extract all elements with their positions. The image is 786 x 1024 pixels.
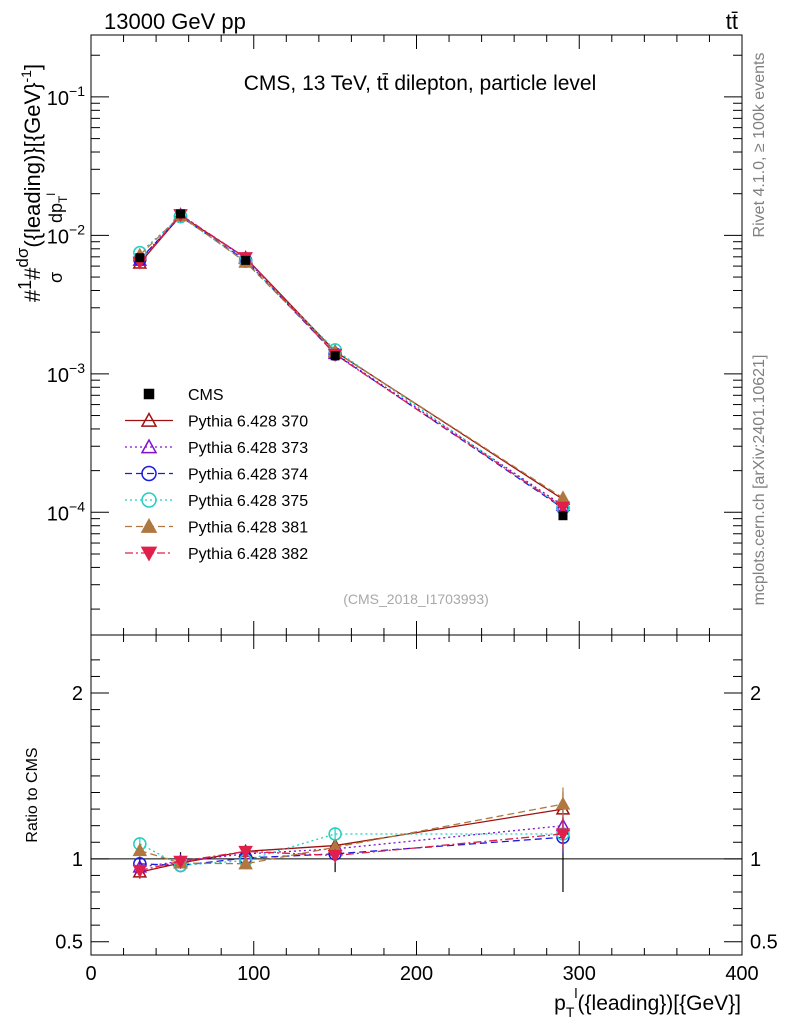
legend-label: Pythia 6.428 374 — [188, 467, 308, 484]
data-point-ratio — [132, 864, 148, 878]
data-point-ratio — [555, 828, 571, 842]
x-tick-label: 300 — [563, 963, 596, 985]
y-tick-label: 10−1 — [47, 83, 85, 110]
x-axis-label: pTl({leading})[{GeV}] — [554, 985, 741, 1020]
ratio-tick-label: 0.5 — [55, 932, 83, 954]
x-tick-label: 0 — [85, 963, 96, 985]
data-point-ratio — [327, 849, 343, 864]
legend-label: Pythia 6.428 381 — [188, 520, 308, 537]
analysis-id: (CMS_2018_I1703993) — [343, 591, 489, 607]
legend-marker — [140, 517, 158, 533]
ratio-tick-label-right: 0.5 — [750, 932, 778, 954]
data-point-ratio — [132, 842, 148, 857]
x-tick-label: 400 — [725, 963, 758, 985]
cms-data-point — [135, 253, 145, 263]
legend-marker — [143, 388, 155, 400]
ratio-series — [132, 787, 571, 892]
data-point-ratio — [238, 845, 253, 859]
legend-entry: Pythia 6.428 382 — [125, 546, 308, 563]
legend: CMS Pythia 6.428 370 Pythia 6.428 373 Pythi… — [125, 387, 308, 563]
top-panel-frame — [90, 34, 743, 636]
series-line-ratio — [139, 836, 564, 867]
series-line-ratio — [139, 833, 563, 867]
y-tick-label: 10−4 — [47, 498, 85, 525]
legend-marker — [140, 438, 158, 454]
legend-entry: Pythia 6.428 370 — [125, 411, 308, 431]
ratio-y-axis-label: Ratio to CMS — [24, 747, 41, 842]
ratio-tick-label-right: 2 — [750, 683, 761, 705]
legend-entry: CMS — [143, 387, 224, 404]
cms-data-point — [241, 255, 251, 265]
ratio-panel-frame — [90, 634, 743, 956]
legend-entry: Pythia 6.428 374 — [125, 465, 308, 484]
series-line-ratio — [139, 825, 564, 868]
ratio-y-axis-ticks: 0.5 0.5 1 1 2 2 — [55, 659, 778, 954]
legend-label: Pythia 6.428 382 — [188, 546, 308, 563]
legend-label: Pythia 6.428 373 — [188, 440, 308, 457]
svg-text:#1#dσ({leading)}[{GeV}-1]: #1#dσ({leading)}[{GeV}-1] — [13, 64, 45, 302]
cms-data-point — [558, 511, 568, 521]
x-axis-ticks: 0 100 200 300 400 — [85, 35, 759, 985]
ratio-tick-label: 2 — [72, 683, 83, 705]
chart-title: CMS, 13 TeV, tt̄ dilepton, particle leve… — [244, 72, 597, 95]
data-point-ratio — [238, 856, 253, 870]
ratio-tick-label-right: 1 — [750, 849, 761, 871]
mcplots-label: mcplots.cern.ch [arXiv:2401.10621] — [751, 355, 768, 606]
legend-marker — [140, 546, 158, 562]
legend-entry: Pythia 6.428 373 — [125, 438, 308, 457]
svg-text:dpTl: dpTl — [44, 193, 70, 223]
top-series — [132, 207, 571, 521]
series-line-ratio — [139, 803, 564, 865]
legend-label: Pythia 6.428 375 — [188, 493, 308, 510]
series-line-top — [139, 213, 564, 507]
legend-marker — [140, 411, 158, 427]
legend-marker — [141, 465, 157, 482]
y-tick-label: 10−3 — [47, 360, 85, 387]
top-y-axis-label: #1#dσ({leading)}[{GeV}-1] σ dpTl — [13, 64, 70, 302]
data-point-ratio — [555, 796, 571, 810]
data-point-ratio — [173, 855, 188, 869]
svg-text:σ: σ — [46, 272, 66, 283]
legend-entry: Pythia 6.428 381 — [125, 517, 308, 537]
cms-data-point — [176, 209, 186, 219]
series-line-top — [139, 213, 564, 508]
legend-label: Pythia 6.428 370 — [188, 414, 308, 431]
legend-entry: Pythia 6.428 375 — [125, 492, 308, 510]
series-line-ratio — [139, 808, 564, 873]
x-tick-label: 200 — [400, 963, 433, 985]
cms-data-point — [330, 351, 340, 361]
header-left: 13000 GeV pp — [104, 9, 246, 34]
ratio-tick-label: 1 — [72, 849, 83, 871]
header-right: tt̄ — [726, 9, 738, 34]
y-tick-label: 10−2 — [47, 221, 85, 248]
x-tick-label: 100 — [237, 963, 270, 985]
top-y-axis-ticks: 10−1 10−2 10−3 10−4 — [47, 54, 742, 610]
data-point-top — [555, 501, 571, 515]
legend-label: CMS — [188, 387, 224, 404]
rivet-label: Rivet 4.1.0, ≥ 100k events — [751, 53, 768, 238]
legend-marker — [141, 492, 157, 508]
